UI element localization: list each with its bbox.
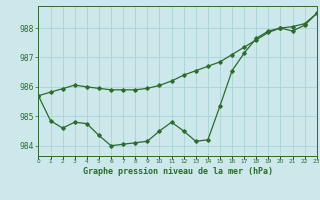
X-axis label: Graphe pression niveau de la mer (hPa): Graphe pression niveau de la mer (hPa) xyxy=(83,167,273,176)
